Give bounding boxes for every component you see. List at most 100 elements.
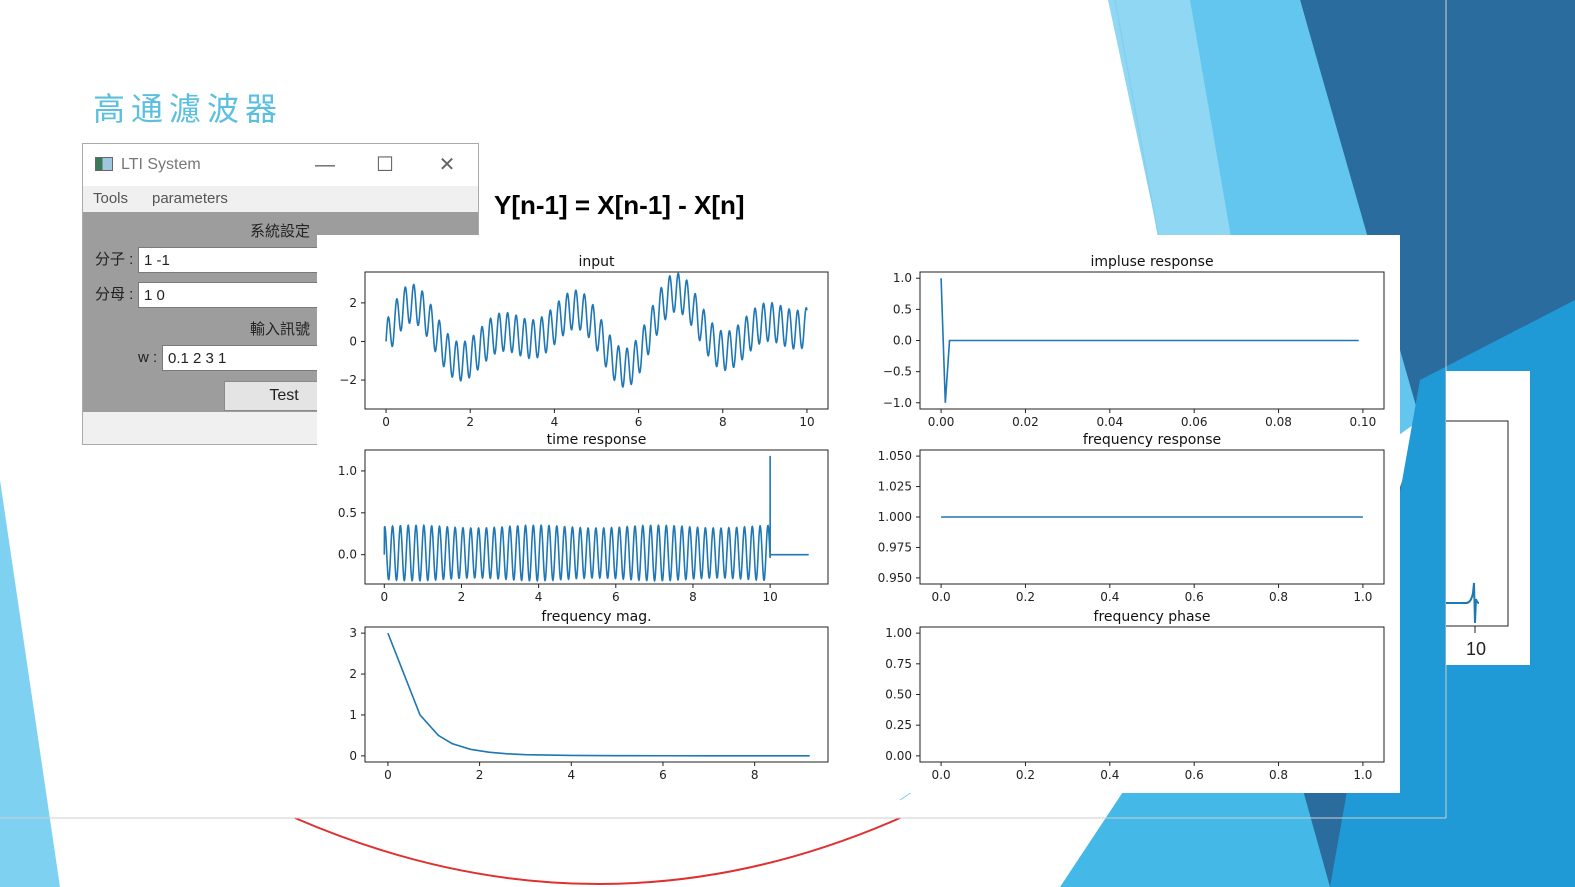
- close-button[interactable]: ✕: [438, 154, 456, 176]
- partial-figure-plot: [1446, 420, 1509, 633]
- x-tick-label: 0.02: [1012, 415, 1039, 429]
- x-tick-label: 4: [535, 590, 543, 604]
- x-tick-label: 2: [476, 768, 484, 782]
- x-tick-label: 0.04: [1096, 415, 1123, 429]
- x-tick-label: 0.2: [1016, 768, 1035, 782]
- subplot-5: frequency phase 0.0 0.2 0.4 0.6 0.8 1.0 1.00 0.7…: [885, 609, 1385, 782]
- lti-system-window: LTI System — ☐ ✕ Tools parameters 系統設定 分…: [82, 143, 479, 445]
- x-tick-label: 0.0: [932, 768, 951, 782]
- y-tick-label: 0: [349, 749, 357, 763]
- x-tick-label: 4: [567, 768, 575, 782]
- series-line: [940, 278, 1359, 403]
- x-tick-label: 0.4: [1100, 768, 1119, 782]
- x-tick-label: 0.08: [1265, 415, 1292, 429]
- denominator-label: 分母 :: [95, 286, 134, 303]
- y-tick-label: 1.050: [878, 449, 912, 463]
- x-tick-label: 6: [612, 590, 620, 604]
- minimize-button[interactable]: —: [315, 154, 335, 176]
- subplot-1: impluse response 0.00 0.02 0.04 0.06 0.08 0.10…: [883, 254, 1385, 429]
- y-tick-label: 0.5: [893, 302, 912, 316]
- y-tick-label: 0.950: [878, 571, 912, 585]
- y-tick-label: −2: [339, 373, 357, 387]
- x-tick-label: 0.8: [1269, 768, 1288, 782]
- subplot-title: time response: [547, 432, 647, 448]
- subplot-title: input: [578, 254, 615, 270]
- x-tick-label: 10: [762, 590, 777, 604]
- maximize-button[interactable]: ☐: [376, 154, 394, 176]
- input-signal-label: 輸入訊號: [250, 321, 311, 338]
- partial-figure: 10: [1446, 371, 1530, 665]
- x-tick-label: 0.06: [1181, 415, 1208, 429]
- x-tick-label: 8: [751, 768, 759, 782]
- x-tick-label: 0.4: [1100, 590, 1119, 604]
- x-tick-label: 8: [689, 590, 697, 604]
- y-tick-label: 2: [349, 667, 357, 681]
- subplot-title: impluse response: [1090, 254, 1213, 270]
- axes-frame: [364, 626, 829, 763]
- axes-frame: [364, 449, 829, 585]
- subplot-2: time response 0 2 4 6 8 10 1.0 0.5 0.0: [338, 432, 829, 604]
- x-tick-label: 0: [380, 590, 388, 604]
- y-tick-label: 1.0: [893, 271, 912, 285]
- y-tick-label: 0.975: [878, 540, 912, 554]
- x-tick-label: 8: [719, 415, 727, 429]
- x-tick-label: 6: [635, 415, 643, 429]
- x-tick-label: 0.6: [1185, 768, 1204, 782]
- system-settings-label: 系統設定: [250, 223, 311, 240]
- subplot-0: input 0 2 4 6 8 10 2 0 −2: [339, 254, 829, 429]
- slide-title: 高通濾波器: [93, 90, 284, 128]
- series-line: [387, 632, 810, 757]
- window-titlebar[interactable]: LTI System — ☐ ✕: [83, 144, 478, 186]
- y-tick-label: −1.0: [883, 396, 912, 410]
- y-tick-label: 1.000: [878, 510, 912, 524]
- y-tick-label: 0.0: [338, 548, 357, 562]
- x-tick-label: 0.8: [1269, 590, 1288, 604]
- x-tick-label: 0: [382, 415, 390, 429]
- x-tick-label: 0.10: [1350, 415, 1377, 429]
- y-tick-label: 0.0: [893, 334, 912, 348]
- x-tick-label: 6: [659, 768, 667, 782]
- x-tick-label: 0.0: [932, 590, 951, 604]
- subplot-title: frequency phase: [1094, 609, 1211, 625]
- window-title: LTI System: [121, 156, 201, 173]
- axes-frame: [919, 626, 1385, 763]
- x-tick-label: 10: [799, 415, 814, 429]
- x-tick-label: 0.00: [928, 415, 955, 429]
- x-tick-label: 0.2: [1016, 590, 1035, 604]
- menu-parameters[interactable]: parameters: [152, 190, 228, 207]
- y-tick-label: 1: [349, 708, 357, 722]
- x-tick-label: 2: [458, 590, 466, 604]
- series-line: [385, 272, 808, 389]
- y-tick-label: 0.75: [885, 657, 912, 671]
- y-tick-label: 1.00: [885, 626, 912, 640]
- plot-figure: input 0 2 4 6 8 10 2 0 −2 impluse response 0.00 0.02…: [317, 235, 1400, 793]
- subplot-title: frequency response: [1083, 432, 1221, 448]
- y-tick-label: 2: [349, 296, 357, 310]
- numerator-label: 分子 :: [95, 251, 134, 268]
- y-tick-label: 0.50: [885, 688, 912, 702]
- axes-frame: [919, 449, 1385, 585]
- y-tick-label: 1.025: [878, 480, 912, 494]
- y-tick-label: 0.25: [885, 718, 912, 732]
- x-tick-label: 1.0: [1353, 768, 1372, 782]
- y-tick-label: 0.5: [338, 506, 357, 520]
- x-tick-label: 0: [384, 768, 392, 782]
- y-tick-label: 3: [349, 626, 357, 640]
- subplot-3: frequency response 0.0 0.2 0.4 0.6 0.8 1.0 1.05…: [878, 432, 1385, 604]
- difference-equation: Y[n-1] = X[n-1] - X[n]: [494, 190, 745, 220]
- y-tick-label: 0.00: [885, 749, 912, 763]
- menu-tools[interactable]: Tools: [93, 190, 129, 207]
- subplot-title: frequency mag.: [541, 609, 651, 625]
- subplot-4: frequency mag. 0 2 4 6 8 3 2 1 0: [349, 609, 829, 782]
- x-tick-label: 0.6: [1185, 590, 1204, 604]
- x-tick-label: 1.0: [1353, 590, 1372, 604]
- y-tick-label: 1.0: [338, 464, 357, 478]
- menu-bar: Tools parameters: [83, 186, 478, 212]
- x-tick-label: 2: [466, 415, 474, 429]
- x-tick-label: 4: [551, 415, 559, 429]
- y-tick-label: 0: [349, 334, 357, 348]
- y-tick-label: −0.5: [883, 365, 912, 379]
- axes-frame: [919, 271, 1385, 410]
- app-window-icon: [95, 157, 113, 171]
